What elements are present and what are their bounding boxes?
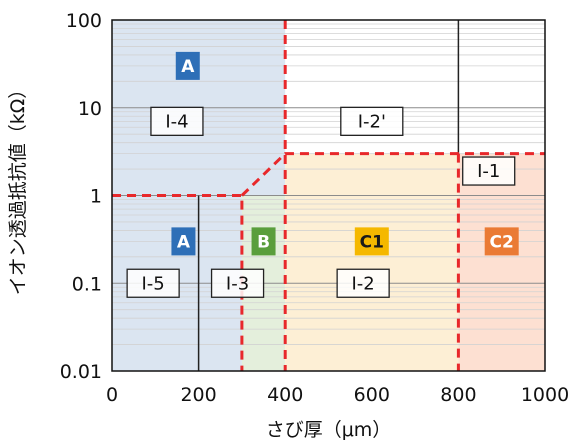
- case-label: Ⅰ-5: [126, 268, 180, 298]
- region-label-box: [484, 227, 519, 256]
- case-label: Ⅰ-4: [150, 106, 204, 136]
- x-tick-label: 0: [106, 384, 118, 406]
- case-label-box: [462, 156, 516, 186]
- x-tick-label: 1000: [521, 384, 569, 406]
- case-labels-layer: Ⅰ-4 Ⅰ-2' Ⅰ-1 Ⅰ-5 Ⅰ-3 Ⅰ-2: [126, 106, 516, 298]
- region-label-text: B: [257, 232, 270, 252]
- boundary-dashed-line: [240, 152, 545, 197]
- x-tick-label: 200: [180, 384, 216, 406]
- y-tick-labels: 0.01 0.1 1 10 100: [60, 10, 102, 383]
- case-label-box: [126, 268, 180, 298]
- plot-frame: [111, 19, 546, 372]
- case-label-text: Ⅰ-5: [142, 273, 165, 294]
- case-label-box: [340, 106, 404, 136]
- region-label-box: [175, 51, 200, 80]
- case-label: Ⅰ-2: [336, 268, 390, 298]
- region-c2-4: [458, 153, 545, 371]
- case-label-text: Ⅰ-2: [352, 273, 375, 294]
- region-label-text: A: [177, 232, 191, 252]
- region-label-c2: C2: [484, 227, 519, 256]
- case-label-text: Ⅰ-3: [226, 273, 249, 294]
- case-label-box: [210, 268, 265, 298]
- boundary-dashed-line: [112, 194, 244, 371]
- region-label-a: A: [175, 51, 200, 80]
- y-tick-label: 0.01: [60, 361, 102, 383]
- region-label-text: A: [181, 57, 195, 77]
- case-label-text: Ⅰ-1: [477, 161, 500, 182]
- region-label-box: [354, 227, 389, 256]
- region-label-text: C2: [490, 232, 514, 252]
- region-label-text: C1: [360, 232, 384, 252]
- y-tick-label: 10: [78, 98, 102, 120]
- region-c1-3: [285, 153, 459, 371]
- region-label-box: [251, 227, 276, 256]
- y-tick-label: 0.1: [72, 273, 102, 295]
- case-label: Ⅰ-3: [210, 268, 265, 298]
- grid-layer: [112, 23, 545, 372]
- y-tick-label: 100: [66, 10, 102, 32]
- boundary-lines-layer: [112, 20, 545, 371]
- region-label-c1: C1: [354, 227, 389, 256]
- case-label-text: Ⅰ-2': [358, 111, 386, 132]
- case-label-text: Ⅰ-4: [165, 111, 188, 132]
- region-labels-layer: A A B C1 C2: [171, 51, 519, 256]
- x-tick-labels: 0 200 400 600 800 1000: [106, 384, 569, 406]
- region-label-a: A: [171, 227, 196, 256]
- solid-lines-layer: [197, 20, 460, 371]
- case-label: Ⅰ-1: [462, 156, 516, 186]
- x-tick-label: 800: [440, 384, 476, 406]
- y-tick-label: 1: [90, 186, 102, 208]
- x-tick-label: 400: [267, 384, 303, 406]
- case-label-box: [150, 106, 204, 136]
- case-label: Ⅰ-2': [340, 106, 404, 136]
- region-label-box: [171, 227, 196, 256]
- region-label-b: B: [251, 227, 276, 256]
- y-axis-title: イオン透過抵抗値（kΩ）: [7, 80, 29, 296]
- x-tick-label: 600: [354, 384, 390, 406]
- x-axis-title: さび厚（μm）: [266, 419, 392, 441]
- case-label-box: [336, 268, 390, 298]
